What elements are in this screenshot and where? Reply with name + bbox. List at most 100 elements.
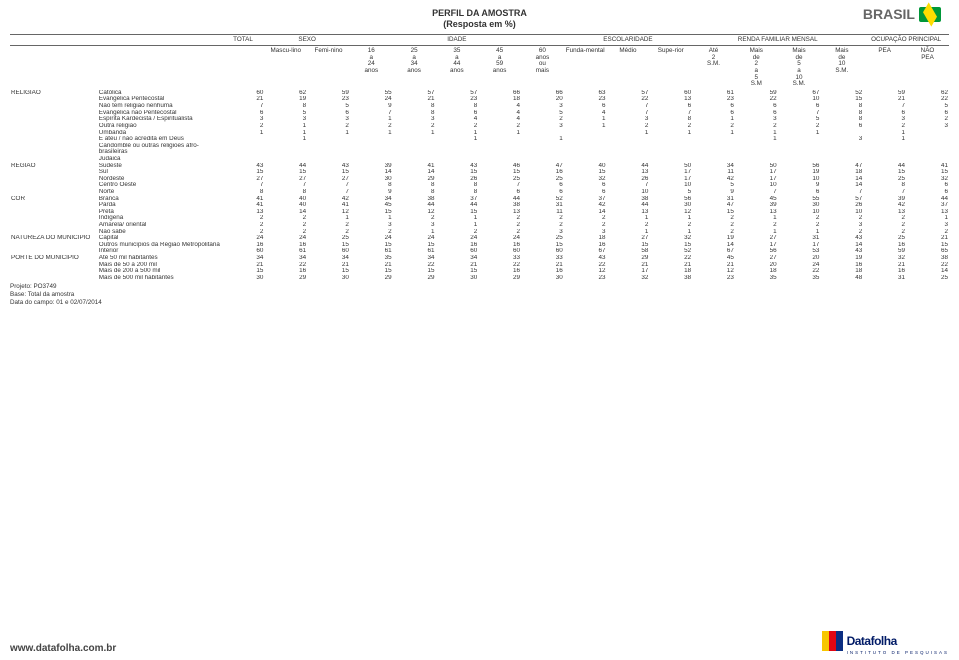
cell: 2 [307, 123, 350, 130]
cell: 8 [350, 182, 393, 189]
cell: 30 [350, 176, 393, 183]
cell: 13 [906, 209, 949, 216]
category-label [10, 143, 98, 156]
cell: 10 [778, 96, 821, 103]
cell: 1 [478, 130, 521, 137]
cell: 15 [307, 169, 350, 176]
cell: 21 [863, 262, 906, 269]
cell: 62 [906, 90, 949, 97]
cell: 2 [692, 229, 735, 236]
group-header [10, 34, 222, 46]
col-header: 25a34anos [393, 46, 436, 90]
cell: 2 [350, 123, 393, 130]
row-label: Parda [98, 202, 222, 209]
cell [350, 156, 393, 163]
cell: 52 [820, 90, 863, 97]
cell: 15 [692, 209, 735, 216]
cell: 14 [564, 209, 607, 216]
cell: 37 [564, 196, 607, 203]
cell: 60 [435, 248, 478, 255]
cell: 2 [906, 116, 949, 123]
cell [692, 136, 735, 143]
cell [478, 143, 521, 156]
cell: 27 [222, 176, 265, 183]
cell [222, 143, 265, 156]
cell: 38 [649, 275, 692, 282]
cell: 7 [222, 182, 265, 189]
cell: 67 [778, 90, 821, 97]
cell: 8 [393, 103, 436, 110]
row-label: Até 50 mil habitantes [98, 255, 222, 262]
cell: 2 [222, 222, 265, 229]
cell: 2 [307, 222, 350, 229]
cell: 29 [478, 275, 521, 282]
cell: 1 [435, 136, 478, 143]
cell: 2 [264, 222, 307, 229]
cell: 21 [906, 235, 949, 242]
cell: 14 [393, 169, 436, 176]
cell: 42 [564, 202, 607, 209]
footer-url: www.datafolha.com.br [10, 643, 116, 654]
cell [778, 156, 821, 163]
cell: 23 [692, 275, 735, 282]
cell: 21 [521, 262, 564, 269]
group-header: TOTAL [222, 34, 265, 46]
cell: 15 [350, 268, 393, 275]
category-label [10, 169, 98, 176]
cell: 42 [692, 176, 735, 183]
cell: 6 [906, 182, 949, 189]
col-header [98, 46, 222, 90]
cell [820, 143, 863, 156]
cell [778, 143, 821, 156]
flag-icon [919, 7, 941, 22]
cell: 3 [906, 222, 949, 229]
category-label [10, 268, 98, 275]
cell: 3 [222, 116, 265, 123]
cell: 23 [307, 96, 350, 103]
cell [564, 130, 607, 137]
cell: 13 [649, 96, 692, 103]
col-header: Funda-mental [564, 46, 607, 90]
cell: 47 [692, 202, 735, 209]
cell: 1 [692, 116, 735, 123]
cell: 18 [649, 268, 692, 275]
cell: 2 [820, 229, 863, 236]
cell: 2 [607, 222, 650, 229]
cell: 60 [649, 90, 692, 97]
logo-bar [822, 631, 829, 651]
cell: 4 [564, 110, 607, 117]
group-header: SEXO [264, 34, 350, 46]
cell: 41 [906, 163, 949, 170]
cell: 27 [607, 235, 650, 242]
cell [350, 143, 393, 156]
cell: 58 [607, 248, 650, 255]
cell: 2 [478, 229, 521, 236]
cell: 3 [521, 103, 564, 110]
cell: 21 [222, 262, 265, 269]
cell: 67 [564, 248, 607, 255]
cell: 6 [692, 103, 735, 110]
cell: 10 [649, 182, 692, 189]
category-label [10, 110, 98, 117]
cell: 5 [264, 110, 307, 117]
category-label: COR [10, 196, 98, 203]
row-label: Não tem religião nenhuma [98, 103, 222, 110]
cell [906, 130, 949, 137]
cell: 7 [307, 189, 350, 196]
cell: 20 [521, 96, 564, 103]
cell: 34 [393, 255, 436, 262]
category-label [10, 215, 98, 222]
cell: 13 [735, 209, 778, 216]
cell: 22 [264, 262, 307, 269]
cell: 13 [478, 209, 521, 216]
row-label: Nordeste [98, 176, 222, 183]
cell: 2 [393, 215, 436, 222]
cell: 21 [649, 262, 692, 269]
row-label: Espírita Kardecista / Espiritualista [98, 116, 222, 123]
cell: 32 [607, 275, 650, 282]
cell: 3 [564, 229, 607, 236]
cell [564, 136, 607, 143]
col-header: Maisde2a5S.M [735, 46, 778, 90]
category-label [10, 116, 98, 123]
cell: 32 [863, 255, 906, 262]
